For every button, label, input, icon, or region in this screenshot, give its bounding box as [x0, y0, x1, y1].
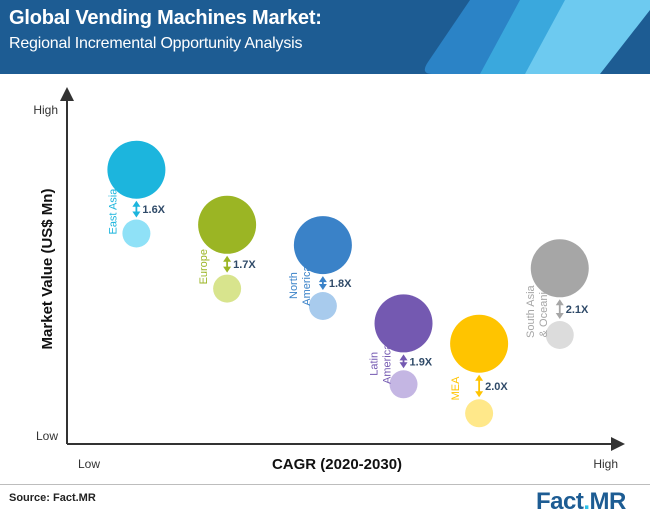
- multiplier-label-europe: 1.7X: [233, 259, 256, 271]
- multiplier-label-south-asia-oceania: 2.1X: [566, 304, 589, 316]
- multiplier-label-latin-america: 1.9X: [410, 356, 433, 368]
- region-label-south-asia-oceania: South Asia& Oceania: [525, 284, 550, 337]
- arrow-head-up-latin-america: [399, 354, 408, 361]
- point-group-europe: 1.7X Europe: [198, 195, 257, 303]
- region-label-line: North: [288, 272, 300, 299]
- region-label-line: South Asia: [525, 284, 537, 337]
- x-tick-high: High: [593, 457, 618, 471]
- point-group-north-america: 1.8X NorthAmerica: [288, 216, 352, 320]
- bubble-small-north-america: [308, 292, 337, 320]
- y-axis-label: Market Value (US$ Mn): [39, 189, 56, 350]
- region-label-line: Latin: [369, 352, 381, 376]
- multiplier-label-north-america: 1.8X: [329, 278, 352, 290]
- region-label-line: MEA: [450, 376, 462, 401]
- point-group-east-asia: 1.6X East Asia: [107, 140, 166, 248]
- footer-divider: [0, 484, 650, 485]
- arrow-head-up-europe: [223, 255, 232, 262]
- chart-header: Global Vending Machines Market: Regional…: [0, 0, 650, 74]
- bubble-large-south-asia-oceania: [530, 239, 589, 298]
- bubble-large-north-america: [293, 216, 352, 275]
- bubble-large-east-asia: [107, 140, 166, 199]
- arrow-head-down-mea: [475, 391, 484, 398]
- bubble-small-mea: [465, 399, 494, 428]
- region-label-mea: MEA: [450, 376, 462, 401]
- region-label-europe: Europe: [198, 249, 210, 284]
- arrow-head-up-south-asia-oceania: [555, 299, 564, 306]
- arrow-head-up-mea: [475, 374, 484, 381]
- arrow-head-down-south-asia-oceania: [555, 313, 564, 319]
- multiplier-label-mea: 2.0X: [485, 381, 508, 393]
- logo-fact: Fact: [536, 488, 584, 515]
- chart-title: Global Vending Machines Market:: [9, 7, 322, 29]
- chart-subtitle: Regional Incremental Opportunity Analysi…: [9, 35, 303, 52]
- arrow-head-up-north-america: [318, 276, 327, 283]
- y-tick-low: Low: [36, 429, 58, 443]
- bubble-small-europe: [213, 274, 242, 303]
- bubble-large-europe: [198, 195, 257, 254]
- header-band-3: [525, 0, 650, 74]
- logo-dot: .: [583, 488, 590, 515]
- bubble-small-latin-america: [389, 370, 418, 399]
- region-label-line: Europe: [198, 249, 210, 284]
- source-note: Source: Fact.MR: [9, 492, 96, 504]
- bubble-small-south-asia-oceania: [545, 321, 574, 349]
- point-group-latin-america: 1.9X LatinAmerica: [369, 294, 433, 399]
- header-decoration: [424, 0, 650, 74]
- region-label-north-america: NorthAmerica: [288, 264, 313, 305]
- region-label-east-asia: East Asia: [107, 188, 119, 235]
- fact-mr-logo: Fact. MR: [536, 488, 626, 516]
- region-label-line: East Asia: [107, 188, 119, 235]
- point-group-mea: 2.0X MEA: [450, 314, 509, 428]
- arrow-head-down-europe: [223, 266, 232, 273]
- chart-axes: High Low Low High CAGR (2020-2030) Marke…: [33, 87, 625, 473]
- arrow-head-down-north-america: [318, 284, 327, 290]
- bubble-large-latin-america: [374, 294, 433, 353]
- arrow-head-down-east-asia: [132, 211, 141, 218]
- x-tick-low: Low: [78, 457, 100, 471]
- arrow-head-up-east-asia: [132, 200, 141, 207]
- region-label-line: & Oceania: [538, 285, 550, 337]
- region-label-latin-america: LatinAmerica: [369, 343, 394, 384]
- arrow-head-down-latin-america: [399, 362, 408, 369]
- y-tick-high: High: [33, 103, 58, 117]
- region-label-line: America: [382, 343, 394, 384]
- bubble-small-east-asia: [122, 219, 151, 248]
- bubble-large-mea: [450, 314, 509, 373]
- x-axis-label: CAGR (2020-2030): [272, 456, 402, 473]
- bubble-chart: High Low Low High CAGR (2020-2030) Marke…: [33, 87, 625, 473]
- point-group-south-asia-oceania: 2.1X South Asia& Oceania: [525, 239, 589, 349]
- logo-mr: MR: [589, 488, 627, 515]
- multiplier-label-east-asia: 1.6X: [142, 204, 165, 216]
- region-label-line: America: [301, 264, 313, 305]
